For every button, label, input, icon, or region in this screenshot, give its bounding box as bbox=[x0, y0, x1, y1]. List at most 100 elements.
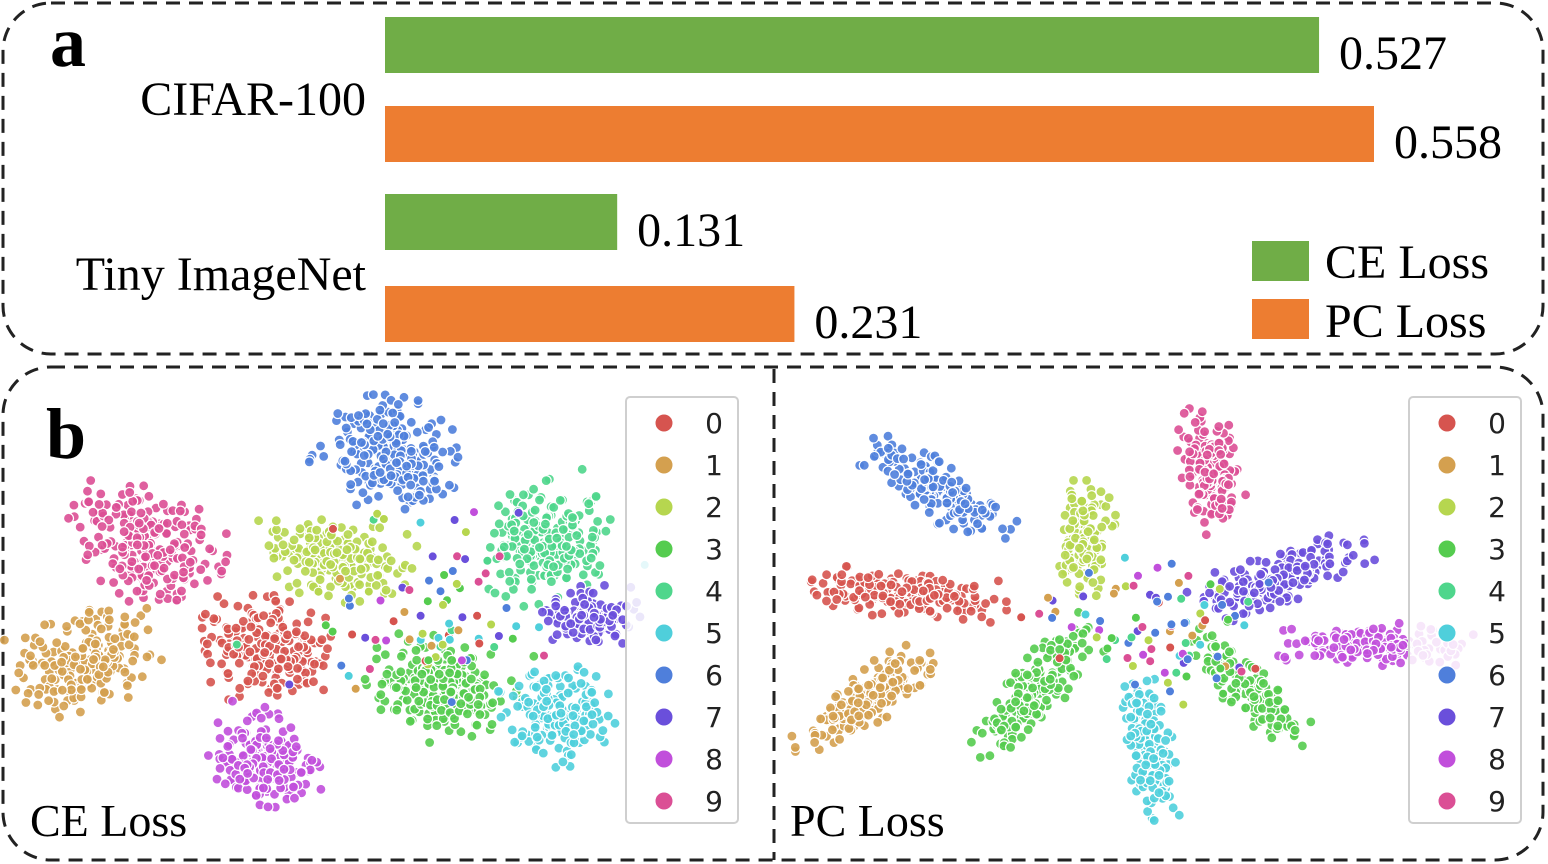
scatter-point bbox=[1198, 516, 1211, 529]
legend-label: 3 bbox=[1488, 533, 1506, 566]
scatter-point bbox=[401, 694, 413, 706]
scatter-point bbox=[143, 490, 155, 502]
legend-box bbox=[625, 396, 739, 824]
scatter-point bbox=[406, 562, 418, 575]
scatter-point bbox=[272, 663, 284, 675]
scatter-point bbox=[885, 690, 898, 702]
scatter-point bbox=[789, 741, 801, 754]
scatter-point bbox=[179, 541, 191, 554]
scatter-point bbox=[1239, 489, 1252, 501]
scatter-point bbox=[81, 485, 94, 497]
scatter-point bbox=[835, 699, 847, 711]
scatter-point bbox=[201, 638, 213, 650]
scatter-point bbox=[38, 619, 51, 631]
scatter-legend-pc: 0 1 2 3 4 5 6 7 8 9 bbox=[1408, 396, 1522, 824]
scatter-point bbox=[590, 634, 602, 646]
scatter-point bbox=[546, 729, 558, 742]
scatter-point bbox=[374, 522, 386, 534]
scatter-point bbox=[46, 673, 58, 685]
scatter-point bbox=[314, 573, 326, 586]
scatter-point bbox=[590, 490, 602, 502]
scatter-point bbox=[927, 481, 939, 493]
scatter-point bbox=[135, 507, 147, 519]
scatter-point bbox=[560, 540, 573, 553]
scatter-point bbox=[1053, 633, 1066, 646]
scatter-point bbox=[20, 696, 32, 709]
scatter-point bbox=[178, 528, 190, 540]
scatter-point bbox=[1305, 716, 1317, 728]
scatter-point bbox=[509, 736, 521, 748]
scatter-point bbox=[343, 593, 354, 604]
scatter-point bbox=[382, 428, 394, 440]
legend-label-ce: CE Loss bbox=[1325, 236, 1489, 289]
scatter-point bbox=[893, 607, 905, 619]
scatter-point bbox=[1022, 723, 1034, 736]
scatter-point bbox=[234, 773, 246, 785]
bar-value-label: 0.558 bbox=[1394, 116, 1502, 169]
scatter-point bbox=[1054, 653, 1065, 664]
scatter-point bbox=[600, 525, 612, 537]
scatter-point bbox=[313, 586, 324, 597]
scatter-point bbox=[141, 602, 153, 614]
scatter-point bbox=[119, 666, 131, 678]
scatter-point bbox=[1338, 633, 1350, 646]
scatter-point bbox=[1180, 638, 1191, 648]
scatter-point bbox=[282, 565, 294, 577]
scatter-point bbox=[212, 717, 224, 729]
scatter-point bbox=[1083, 567, 1094, 578]
scatter-point bbox=[255, 712, 267, 724]
scatter-point bbox=[287, 781, 300, 793]
legend-marker bbox=[1437, 791, 1457, 811]
scatter-point bbox=[1324, 558, 1336, 570]
scatter-point bbox=[965, 736, 978, 748]
scatter-point bbox=[347, 629, 358, 640]
scatter-point bbox=[444, 618, 455, 629]
scatter-point bbox=[1044, 644, 1057, 656]
scatter-point bbox=[1146, 644, 1157, 655]
scatter-point bbox=[438, 599, 448, 610]
scatter-point bbox=[996, 523, 1009, 535]
scatter-point bbox=[372, 490, 385, 502]
scatter-point bbox=[1264, 602, 1276, 614]
scatter-point bbox=[1087, 576, 1099, 589]
scatter-point bbox=[268, 552, 280, 564]
scatter-point bbox=[404, 715, 416, 727]
scatter-point bbox=[177, 566, 190, 578]
scatter-point bbox=[426, 640, 437, 651]
bar-chart: CIFAR-100 0.527 0.558 Tiny ImageNet 0.131 0.2… bbox=[76, 17, 1502, 349]
scatter-point bbox=[318, 684, 330, 696]
scatter-point bbox=[527, 483, 540, 495]
scatter-point bbox=[976, 727, 988, 739]
scatter-point bbox=[1054, 643, 1066, 656]
scatter-point bbox=[447, 566, 458, 576]
scatter-point bbox=[578, 666, 590, 678]
scatter-point bbox=[374, 404, 386, 416]
scatter-point bbox=[918, 474, 931, 486]
scatter-point bbox=[577, 569, 589, 581]
scatter-point bbox=[881, 711, 893, 723]
scatter-point bbox=[862, 571, 874, 584]
scatter-point bbox=[293, 587, 305, 599]
scatter-point bbox=[1078, 591, 1089, 602]
scatter-point bbox=[1080, 609, 1091, 620]
scatter-point bbox=[360, 632, 371, 643]
scatter-point bbox=[58, 700, 70, 712]
scatter-point bbox=[1272, 684, 1284, 696]
scatter-point bbox=[222, 740, 234, 753]
scatter-point bbox=[534, 622, 544, 633]
scatter-point bbox=[1167, 802, 1179, 814]
scatter-point bbox=[1169, 756, 1182, 768]
scatter-point bbox=[1067, 514, 1079, 527]
scatter-point bbox=[514, 558, 526, 570]
scatter-point bbox=[1189, 416, 1201, 428]
scatter-point bbox=[527, 710, 539, 722]
scatter-point bbox=[511, 621, 522, 632]
scatter-point bbox=[866, 609, 878, 621]
scatter-point bbox=[401, 460, 413, 472]
scatter-point bbox=[107, 576, 120, 589]
scatter-point bbox=[218, 598, 230, 610]
scatter-point bbox=[1299, 635, 1311, 647]
scatter-point bbox=[405, 416, 417, 428]
scatter-point bbox=[586, 531, 598, 543]
